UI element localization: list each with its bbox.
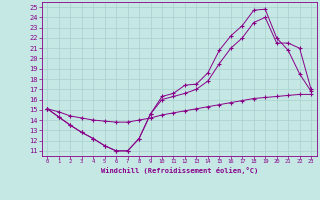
X-axis label: Windchill (Refroidissement éolien,°C): Windchill (Refroidissement éolien,°C) — [100, 167, 258, 174]
